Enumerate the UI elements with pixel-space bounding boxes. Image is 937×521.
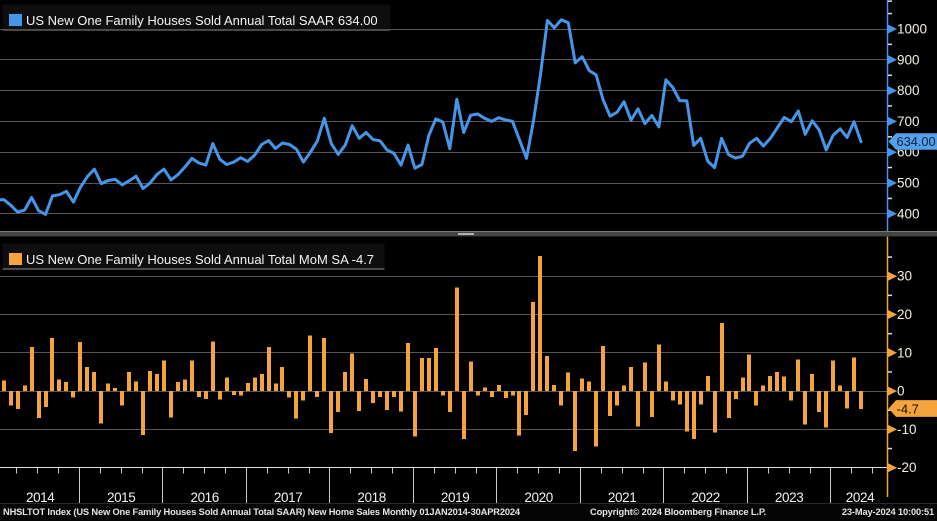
svg-text:-4.7: -4.7 <box>897 401 919 416</box>
svg-text:900: 900 <box>897 52 920 67</box>
svg-text:10: 10 <box>897 345 912 360</box>
svg-text:NHSLTOT Index (US New One Fami: NHSLTOT Index (US New One Family Houses … <box>3 507 521 517</box>
svg-text:2015: 2015 <box>107 490 135 505</box>
svg-text:Copyright© 2024 Bloomberg Fina: Copyright© 2024 Bloomberg Finance L.P. <box>590 507 766 517</box>
svg-text:0: 0 <box>897 384 905 399</box>
svg-text:23-May-2024 10:00:51: 23-May-2024 10:00:51 <box>842 507 934 517</box>
svg-text:634.00: 634.00 <box>897 134 936 149</box>
svg-text:400: 400 <box>897 206 920 221</box>
svg-text:1000: 1000 <box>897 22 927 37</box>
svg-text:-20: -20 <box>897 460 917 475</box>
svg-text:500: 500 <box>897 176 920 191</box>
svg-text:2024: 2024 <box>846 490 875 505</box>
svg-text:2017: 2017 <box>274 490 302 505</box>
svg-text:2016: 2016 <box>190 490 218 505</box>
svg-text:2018: 2018 <box>357 490 385 505</box>
svg-text:-10: -10 <box>897 422 917 437</box>
svg-text:US New One Family Houses Sold: US New One Family Houses Sold Annual Tot… <box>26 252 374 267</box>
svg-text:2022: 2022 <box>691 490 719 505</box>
svg-text:800: 800 <box>897 83 920 98</box>
svg-text:2021: 2021 <box>608 490 636 505</box>
svg-text:2020: 2020 <box>524 490 552 505</box>
svg-text:30: 30 <box>897 269 912 284</box>
svg-text:2019: 2019 <box>441 490 469 505</box>
svg-text:US New One Family Houses Sold: US New One Family Houses Sold Annual Tot… <box>26 13 378 28</box>
svg-text:2023: 2023 <box>775 490 803 505</box>
svg-text:700: 700 <box>897 114 920 129</box>
svg-text:20: 20 <box>897 307 912 322</box>
svg-text:2014: 2014 <box>26 490 55 505</box>
